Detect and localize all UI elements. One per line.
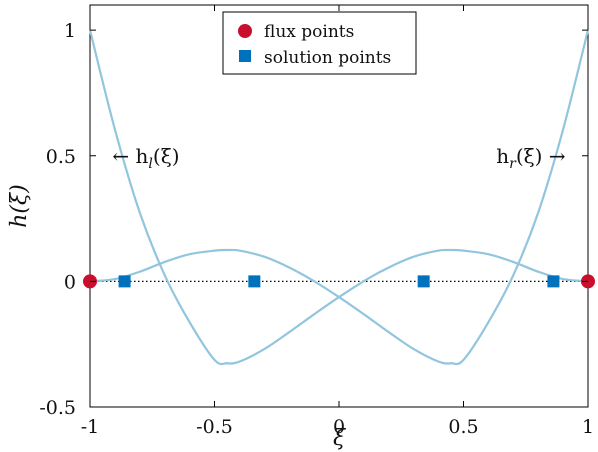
x-tick-label: -1 [81, 416, 100, 438]
annotations: ← hl(ξ) hr(ξ) → [112, 144, 565, 172]
x-tick-label: 1 [582, 416, 594, 438]
y-tick-label: -0.5 [39, 397, 76, 419]
legend-box [222, 11, 417, 75]
series-line-h-right [89, 29, 590, 366]
y-tick-label: 0 [64, 271, 76, 293]
series-line-h-left [88, 29, 589, 366]
y-axis-label: h(ξ) [7, 184, 32, 227]
axis-ticks [89, 5, 589, 408]
y-tick-label: 1 [64, 20, 76, 42]
solution-point-marker [248, 275, 261, 288]
legend-solution-label: solution points [264, 48, 391, 68]
legend-solution-marker [239, 50, 251, 62]
x-tick-label: 0.5 [448, 416, 478, 438]
legend-flux-label: flux points [264, 22, 354, 42]
markers [83, 274, 595, 289]
x-tick-label: 0 [333, 416, 345, 438]
y-tick-label: 0.5 [46, 146, 76, 168]
solution-point-marker [547, 275, 560, 288]
annotation-h-right: hr(ξ) → [496, 144, 566, 172]
x-tick-label: -0.5 [196, 416, 233, 438]
x-axis-label: ξ [333, 426, 347, 451]
solution-point-marker [417, 275, 430, 288]
annotation-h-left: ← hl(ξ) [112, 144, 179, 172]
curves [88, 29, 590, 366]
tick-labels: -1 -0.5 0 0.5 1-0.500.51 [39, 20, 594, 438]
legend: flux points solution points [222, 11, 417, 75]
legend-flux-marker [238, 24, 252, 38]
solution-point-marker [118, 275, 131, 288]
plot-area: ← hl(ξ) hr(ξ) → [83, 4, 595, 408]
